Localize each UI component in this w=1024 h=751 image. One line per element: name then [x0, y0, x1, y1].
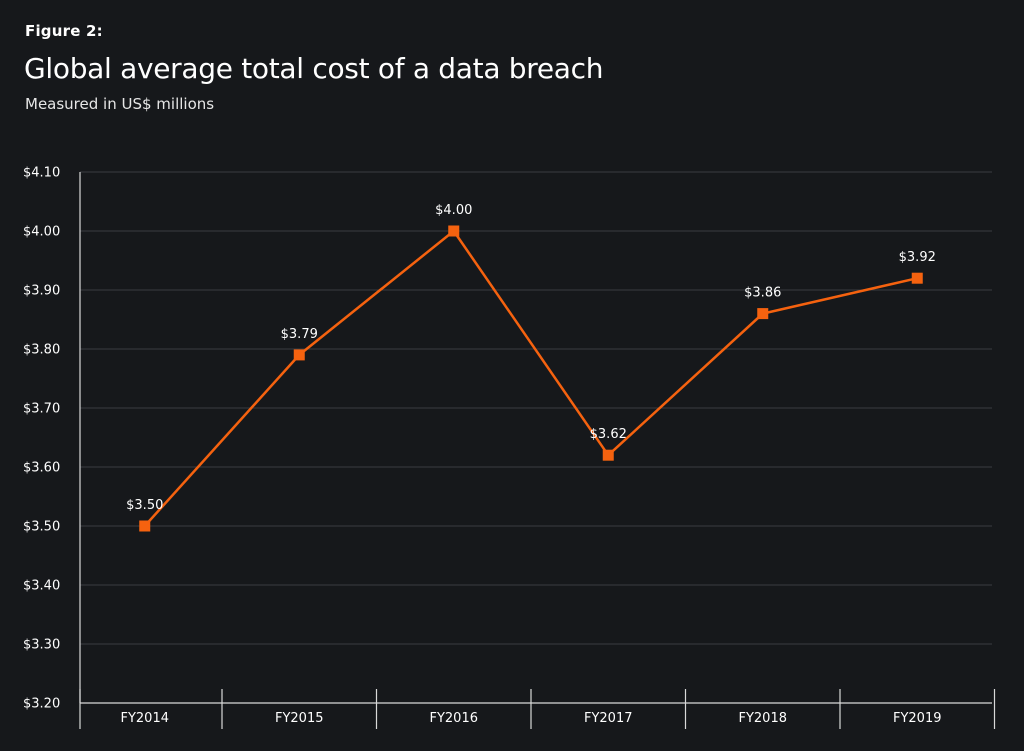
x-tick-label: FY2014	[120, 711, 169, 726]
data-label: $3.62	[590, 427, 627, 442]
y-tick-label: $3.80	[23, 343, 60, 358]
series-line-path	[143, 229, 918, 527]
axes	[79, 172, 996, 729]
y-tick-label: $3.30	[23, 638, 60, 653]
y-tick-label: $3.90	[23, 284, 60, 299]
chart-subtitle: Measured in US$ millions	[25, 95, 215, 113]
x-tick-label: FY2019	[893, 711, 942, 726]
x-tick-label: FY2016	[429, 711, 478, 726]
data-label: $3.86	[744, 286, 781, 301]
data-labels: $3.50 $3.79 $4.00 $3.62 $3.86 $3.92	[126, 203, 936, 513]
gridlines	[80, 171, 992, 645]
data-label: $3.92	[899, 250, 936, 265]
figure-label: Figure 2:	[25, 22, 103, 40]
x-tick-label: FY2018	[738, 711, 787, 726]
y-tick-label: $3.40	[23, 579, 60, 594]
data-label: $4.00	[435, 203, 472, 218]
x-tick-label: FY2015	[275, 711, 324, 726]
data-point-marker	[602, 449, 614, 461]
y-tick-label: $3.70	[23, 402, 60, 417]
data-point-marker	[448, 225, 460, 237]
y-tick-label: $4.10	[23, 166, 60, 181]
series-line	[143, 229, 918, 527]
data-label: $3.50	[126, 498, 163, 513]
data-label: $3.79	[281, 327, 318, 342]
x-axis-tick-labels: FY2014 FY2015 FY2016 FY2017 FY2018 FY2019	[120, 711, 941, 726]
data-point-marker	[139, 520, 151, 532]
x-tick-label: FY2017	[584, 711, 633, 726]
y-tick-label: $3.50	[23, 520, 60, 535]
data-point-marker	[757, 308, 769, 320]
y-axis-tick-labels: $3.20 $3.30 $3.40 $3.50 $3.60 $3.70 $3.80 $3.90…	[23, 166, 60, 712]
series-markers	[139, 225, 923, 532]
y-tick-label: $3.20	[23, 697, 60, 712]
data-point-marker	[293, 349, 305, 361]
y-tick-label: $3.60	[23, 461, 60, 476]
chart-title: Global average total cost of a data brea…	[24, 52, 604, 85]
data-point-marker	[911, 272, 923, 284]
y-tick-label: $4.00	[23, 225, 60, 240]
